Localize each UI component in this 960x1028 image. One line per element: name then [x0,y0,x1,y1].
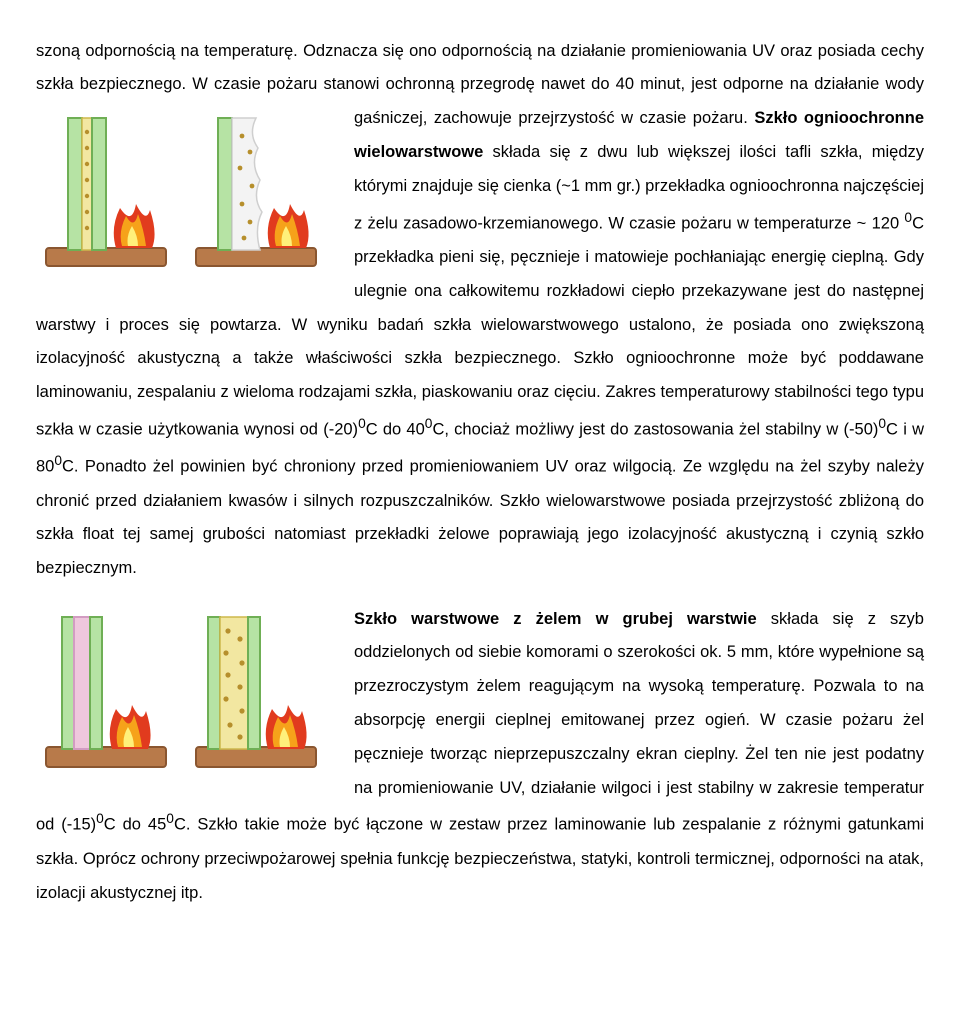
diagram-2-svg [36,609,336,769]
sup1: 0 [904,210,912,225]
fire-glass-diagram-1 [36,108,336,281]
sup2: 0 [358,416,366,431]
diagram-1-svg [36,108,336,268]
para1-mid3: C, chociaż możliwy jest do zastosowania … [432,420,878,438]
sup4: 0 [878,416,886,431]
paragraph-1: szoną odpornością na temperaturę. Odznac… [36,35,924,587]
para1-mid2: C do 40 [366,420,425,438]
fire-glass-diagram-2 [36,609,336,782]
para2-end: C. Szkło takie może być łączone w zestaw… [36,816,924,902]
para2-mid: C do 45 [104,816,167,834]
para1-end: C. Ponadto żel powinien być chroniony pr… [36,458,924,577]
paragraph-2: Szkło warstwowe z żelem w grubej warstwi… [36,603,924,911]
document-page: szoną odpornością na temperaturę. Odznac… [0,0,960,1028]
sup5: 0 [54,453,62,468]
sup6: 0 [96,811,104,826]
sup7: 0 [166,811,174,826]
bold-heading-2: Szkło warstwowe z żelem w grubej warstwi… [354,610,757,628]
